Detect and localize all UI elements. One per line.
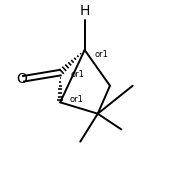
Text: O: O — [16, 72, 27, 86]
Text: or1: or1 — [70, 95, 84, 104]
Text: or1: or1 — [71, 70, 85, 79]
Text: H: H — [79, 4, 90, 18]
Text: or1: or1 — [94, 50, 108, 59]
